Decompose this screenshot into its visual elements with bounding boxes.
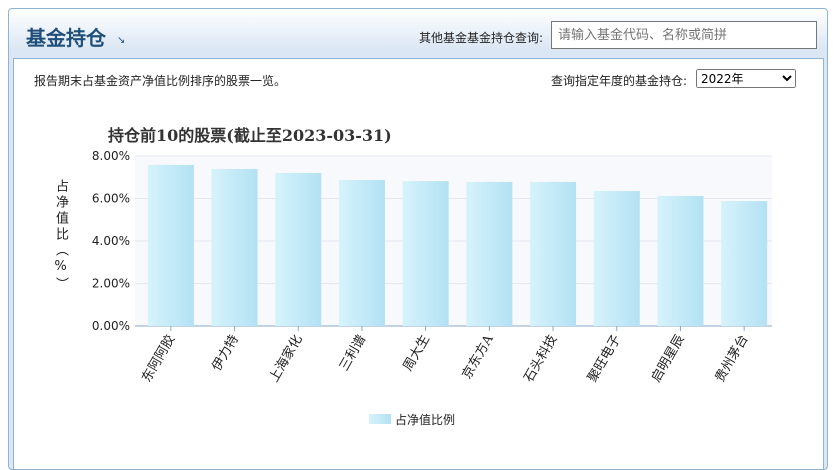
x-tick-label: 贵州茅台 [713,333,752,386]
chart-title: 持仓前10的股票(截止至2023-03-31) [108,126,392,145]
x-tick-label: 石头科技 [522,333,561,386]
holdings-bar-chart: 持仓前10的股票(截止至2023-03-31) 0.00% 2.00% 4.00% 6.… [92,126,772,427]
bar-周大生 [402,181,449,326]
year-label: 查询指定年度的基金持仓: [551,74,688,88]
fund-holdings-panel: 基金持仓 ↘ 其他基金基金持仓查询: 报告期末占基金资产净值比例排序的股票一览。… [8,8,828,470]
y-tick-label: 0.00% [92,319,130,333]
bar-聚旺电子 [593,191,640,326]
legend-label: 占净值比例 [395,412,455,427]
y-tick-label: 6.00% [92,192,130,206]
bar-伊力特 [211,168,258,326]
x-tick-label: 伊力特 [210,333,242,374]
y-axis-label: 占净值比（%） [53,179,68,293]
x-tick-label: 上海家化 [266,332,306,385]
bar-东阿阿胶 [147,164,194,326]
page-title: 基金持仓 [26,26,106,50]
expand-arrow-icon[interactable]: ↘ [117,35,126,46]
x-tick-label: 启明星辰 [649,333,688,386]
bar-上海家化 [275,173,322,326]
holdings-content: 报告期末占基金资产净值比例排序的股票一览。 查询指定年度的基金持仓: 2022年… [13,58,824,469]
x-tick-label: 东阿阿胶 [138,332,178,385]
y-tick-label: 2.00% [92,277,130,291]
x-tick-label: 三利谱 [337,333,369,374]
y-tick-label: 4.00% [92,234,130,248]
description: 报告期末占基金资产净值比例排序的股票一览。 [34,74,287,88]
other-fund-query-label: 其他基金基金持仓查询: [419,31,544,45]
bar-三利谱 [338,180,385,326]
y-tick-label: 8.00% [92,149,130,163]
bar-京东方A [466,181,513,326]
bar-石头科技 [530,181,577,326]
bar-贵州茅台 [721,201,768,326]
fund-search-input[interactable] [551,21,817,49]
legend-swatch [369,414,391,424]
x-tick-label: 周大生 [401,333,433,374]
x-tick-label: 聚旺电子 [585,333,624,386]
bar-启明星辰 [657,195,704,326]
year-select[interactable]: 2022年 [696,69,796,88]
x-tick-label: 京东方A [459,331,497,381]
